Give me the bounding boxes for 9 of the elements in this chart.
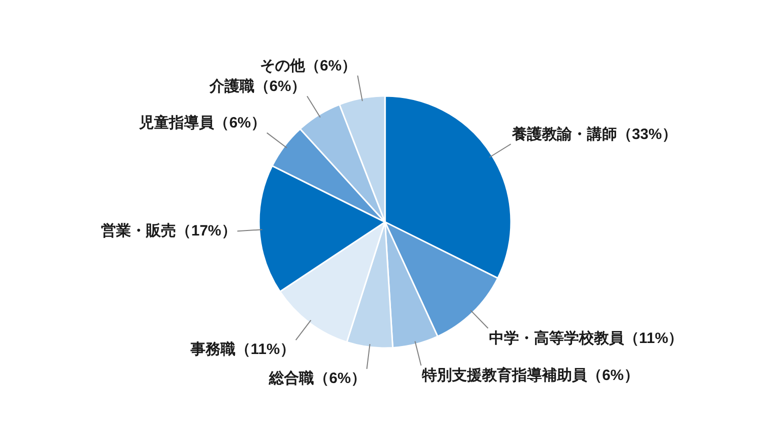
slice-label: 特別支援教育指導補助員（6%）: [421, 366, 639, 384]
slice-label: 総合職（6%）: [268, 370, 366, 387]
slice-label: 児童指導員（6%）: [138, 113, 266, 132]
slice-label: その他（6%）: [260, 58, 357, 75]
slice-label: 営業・販売（17%）: [101, 222, 236, 240]
slice-label: 介護職（6%）: [208, 78, 306, 96]
slice-label: 事務職（11%）: [190, 341, 295, 358]
slice-label: 中学・高等学校教員（11%）: [489, 328, 684, 347]
slice-label: 養護教諭・講師（33%）: [510, 126, 677, 144]
